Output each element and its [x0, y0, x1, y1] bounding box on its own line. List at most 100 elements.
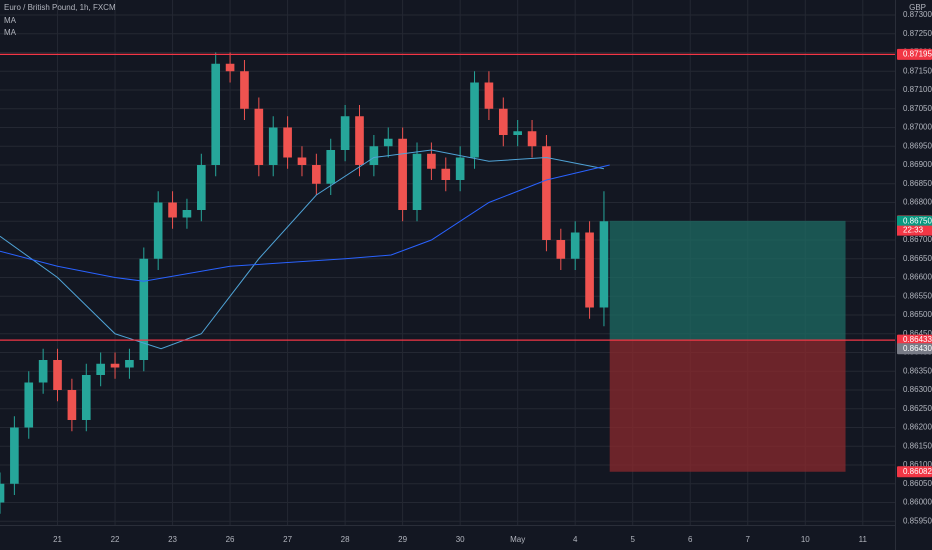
x-tick-label: 30 [456, 535, 465, 544]
candle-body [268, 127, 278, 165]
y-tick-label: 0.87300 [903, 10, 932, 19]
candle-body [240, 71, 249, 109]
price-tag-label: 0.87195 [903, 49, 932, 58]
x-tick-label: 23 [168, 535, 177, 544]
price-tag-label: 0.86433 [903, 335, 932, 344]
price-tag [897, 343, 932, 355]
position-zone [609, 220, 846, 341]
x-tick-label: 29 [398, 535, 407, 544]
y-tick-label: 0.86250 [903, 404, 932, 413]
candle-body [470, 82, 479, 158]
candle-body [153, 202, 163, 259]
candle-body [225, 63, 235, 72]
candle-body [283, 127, 292, 158]
countdown-bg [897, 225, 932, 236]
y-tick-label: 0.86200 [903, 423, 932, 432]
candle-body [455, 157, 465, 180]
candle-body [254, 108, 264, 165]
candle-body [340, 116, 350, 150]
x-tick-label: 22 [111, 535, 120, 544]
candle-body [570, 232, 580, 259]
candle-body [513, 131, 522, 135]
candle-body [527, 131, 537, 147]
y-tick-label: 0.86350 [903, 366, 932, 375]
x-tick-label: 27 [283, 535, 292, 544]
y-tick-label: 0.87250 [903, 29, 932, 38]
moving-average [0, 149, 605, 350]
y-tick-label: 0.86650 [903, 254, 932, 263]
candle-body [211, 63, 221, 165]
price-tag [897, 334, 932, 346]
candle-body [139, 258, 149, 360]
countdown: 22:33 [903, 226, 924, 235]
price-tag-label: 0.86750 [903, 216, 932, 225]
candle-body [556, 240, 566, 259]
candle-body [297, 157, 307, 165]
currency: GBP [909, 3, 926, 12]
y-tick-label: 0.87000 [903, 123, 932, 132]
y-tick-label: 0.86850 [903, 179, 932, 188]
price-tag [897, 466, 932, 478]
candle-body [498, 108, 508, 135]
x-tick-label: 28 [341, 535, 350, 544]
candle-body [110, 363, 120, 368]
legend-entry: MA [4, 28, 17, 37]
y-tick-label: 0.86550 [903, 291, 932, 300]
y-tick-label: 0.86300 [903, 385, 932, 394]
x-tick-label: 26 [226, 535, 235, 544]
x-tick-label: 6 [688, 535, 693, 544]
candle-body [24, 382, 34, 428]
candle-body [441, 168, 451, 180]
candle-body [10, 427, 19, 484]
position-zone [609, 340, 846, 472]
price-tag [897, 215, 932, 227]
candle-body [67, 390, 77, 420]
candle-body [53, 360, 62, 390]
candle-body [96, 363, 105, 375]
chart-title: Euro / British Pound, 1h, FXCM [4, 3, 116, 12]
candle-body [125, 360, 134, 368]
candle-body [38, 360, 48, 383]
x-tick-label: 7 [746, 535, 751, 544]
y-tick-label: 0.86450 [903, 329, 932, 338]
legend-entry: MA [4, 16, 17, 25]
y-tick-label: 0.86150 [903, 441, 932, 450]
y-tick-label: 0.86050 [903, 479, 932, 488]
candle-body [312, 165, 321, 184]
y-tick-label: 0.87100 [903, 85, 932, 94]
price-tag [897, 48, 932, 60]
candle-body [0, 483, 5, 503]
y-tick-label: 0.86500 [903, 310, 932, 319]
candle-body [412, 153, 422, 210]
candle-body [599, 221, 609, 308]
y-tick-label: 0.86800 [903, 198, 932, 207]
y-tick-label: 0.87150 [903, 66, 932, 75]
y-tick-label: 0.85950 [903, 516, 932, 525]
x-tick-label: 21 [53, 535, 62, 544]
x-tick-label: 10 [801, 535, 810, 544]
y-tick-label: 0.86100 [903, 460, 932, 469]
candle-body [484, 82, 494, 109]
y-tick-label: 0.86000 [903, 498, 932, 507]
candle-body [585, 232, 594, 308]
candle-body [369, 146, 379, 165]
candle-body [427, 153, 436, 169]
y-tick-label: 0.86700 [903, 235, 932, 244]
price-tag-label: 0.86082 [903, 467, 932, 476]
price-tag-label: 0.86430 [903, 344, 932, 353]
candle-body [542, 146, 551, 240]
candle-body [168, 202, 177, 218]
x-tick-label: 4 [573, 535, 578, 544]
y-tick-label: 0.87050 [903, 104, 932, 113]
x-tick-label: 11 [859, 535, 868, 544]
candle-body [355, 116, 364, 165]
candle-body [81, 375, 91, 420]
y-tick-label: 0.86900 [903, 160, 932, 169]
y-tick-label: 0.86600 [903, 273, 932, 282]
candle-body [326, 150, 336, 184]
x-tick-label: May [510, 535, 525, 544]
y-tick-label: 0.86950 [903, 141, 932, 150]
x-tick-label: 5 [630, 535, 635, 544]
candle-body [182, 210, 192, 218]
